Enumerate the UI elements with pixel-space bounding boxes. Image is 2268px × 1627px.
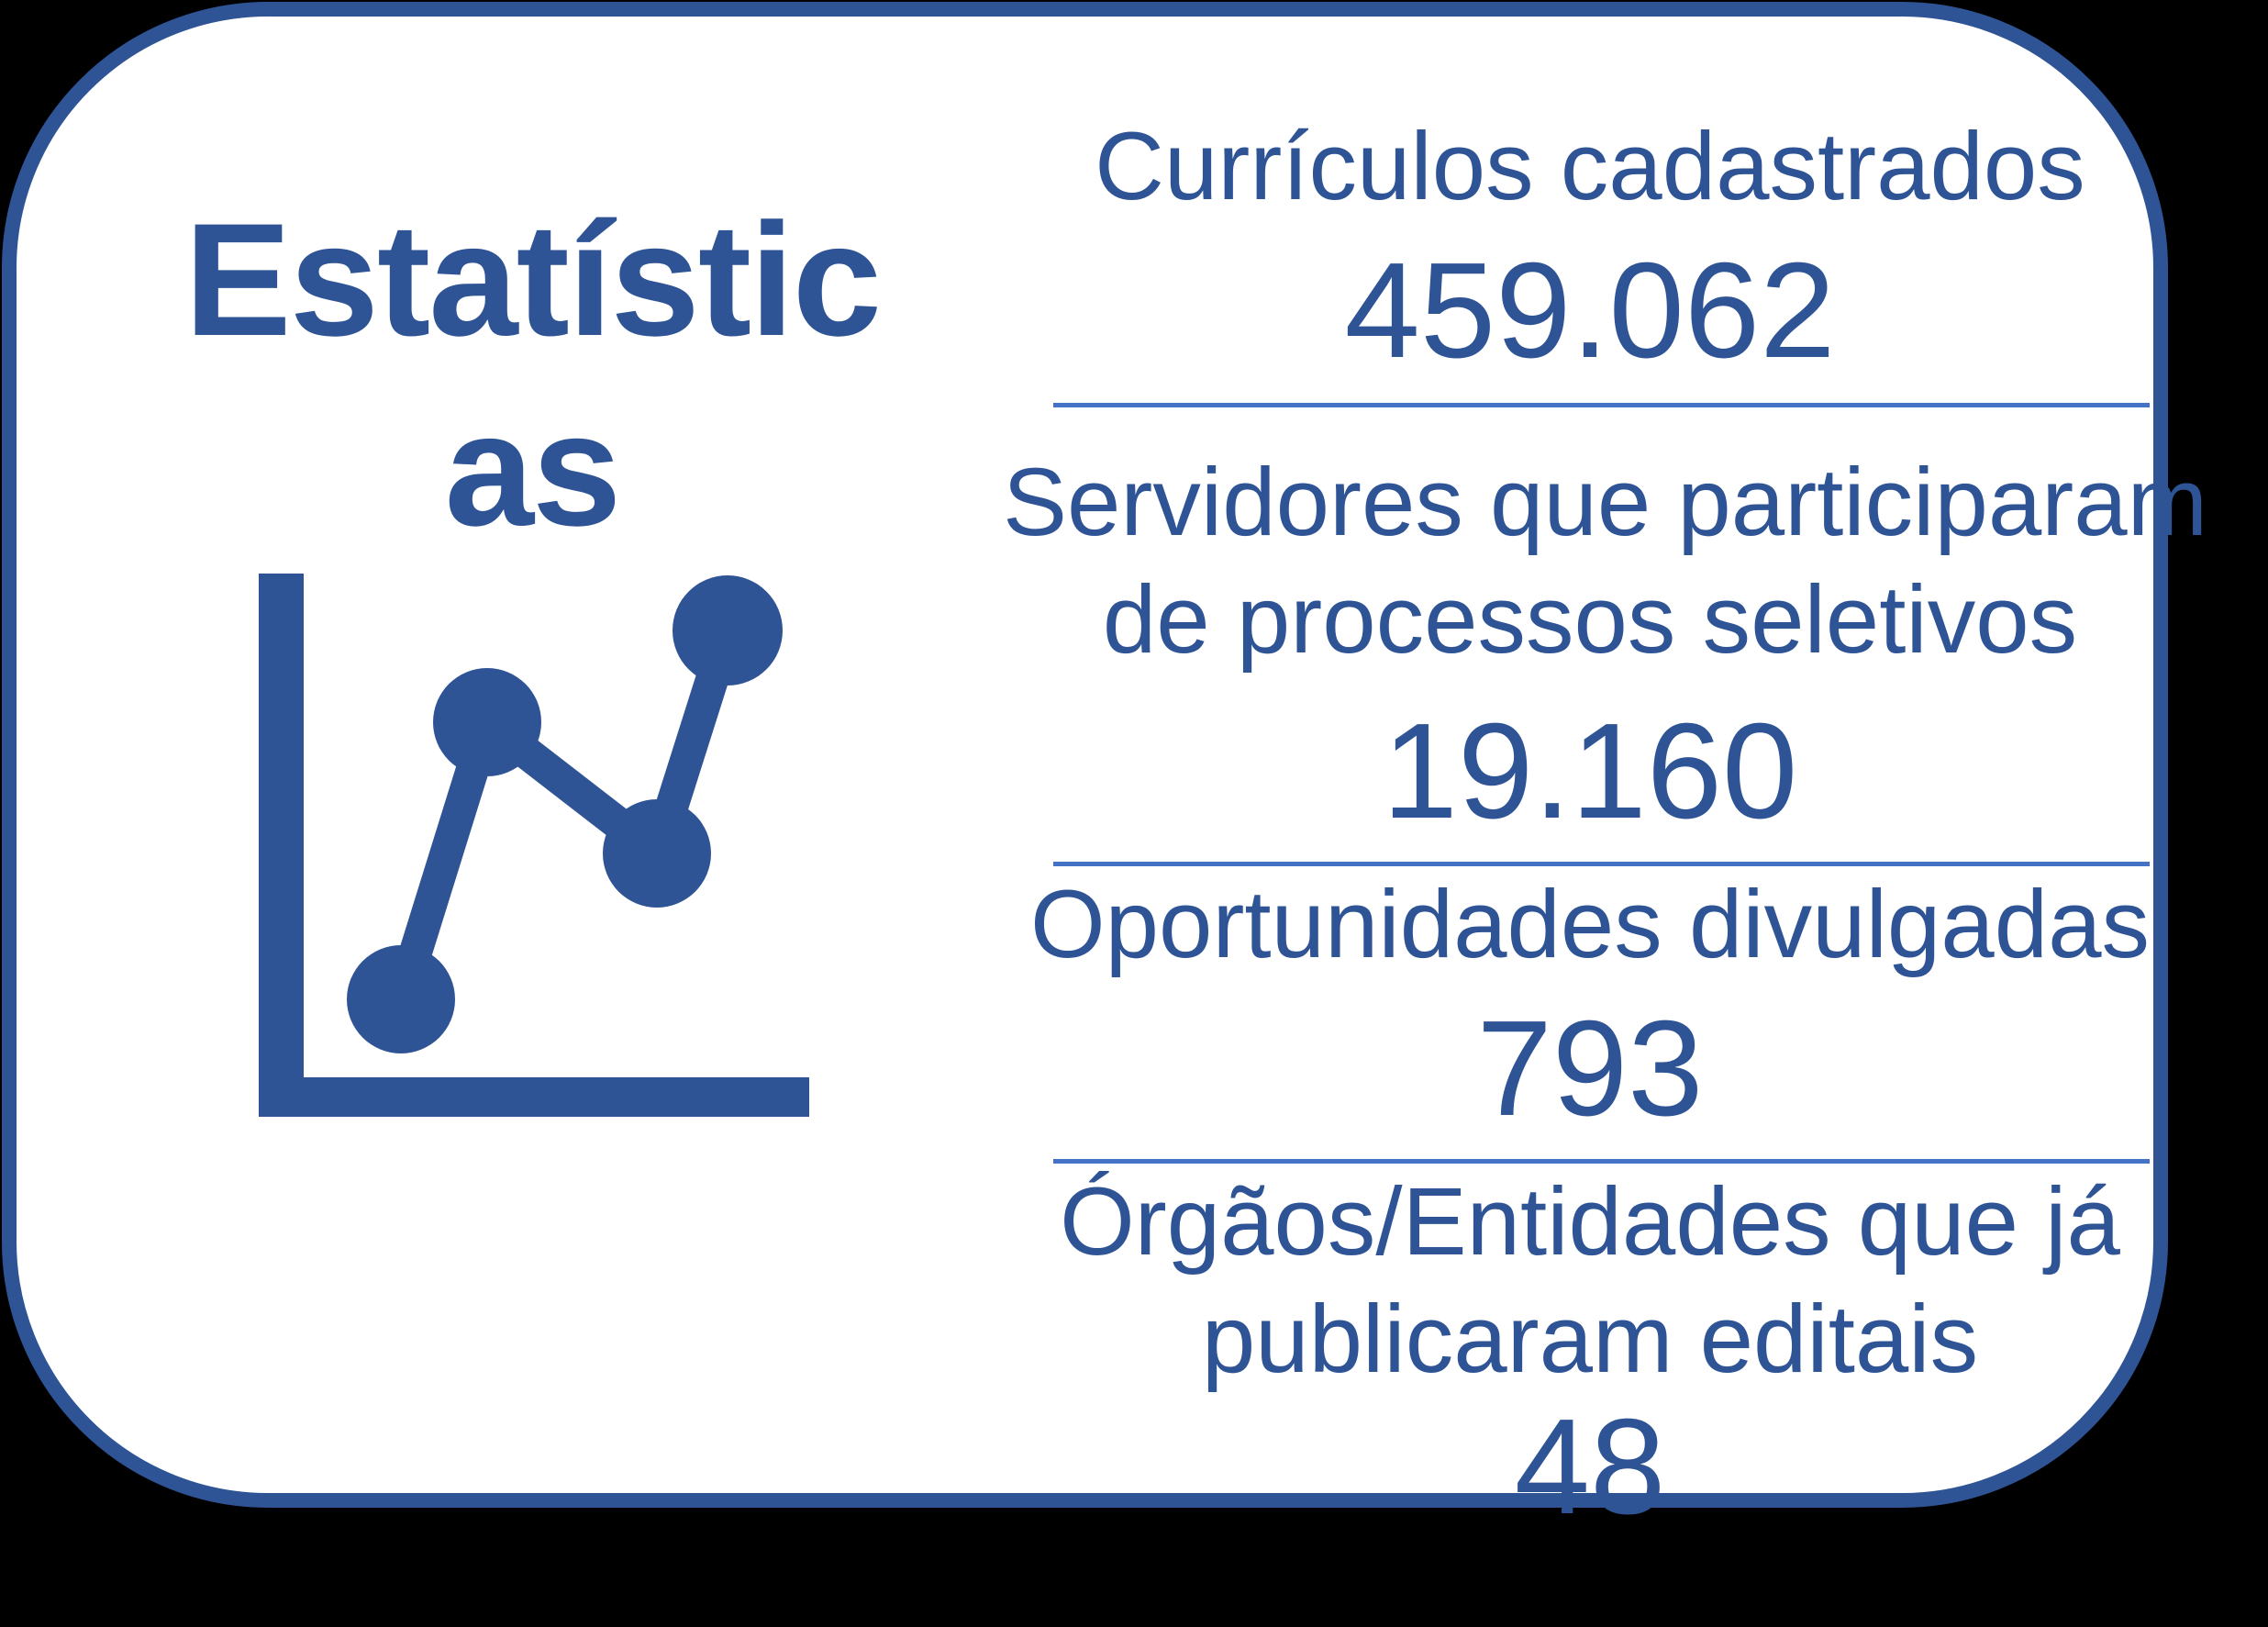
divider <box>1053 403 2150 408</box>
card-title-line-2: as <box>444 380 622 560</box>
stat-label-servidores-line-2: de processos seletivos <box>1102 566 2078 674</box>
card-title: Estatístic as <box>119 186 945 565</box>
stat-value-oportunidades: 793 <box>1476 993 1704 1145</box>
statistics-card: Estatístic as Currículos cadastrados 459… <box>2 2 2207 1534</box>
card-title-line-1: Estatístic <box>183 191 882 370</box>
stat-value-curriculos: 459.062 <box>1344 235 1836 387</box>
stat-label-oportunidades: Oportunidades divulgadas <box>1029 871 2150 979</box>
stats-column: Currículos cadastrados 459.062 Servidore… <box>1003 108 2208 1543</box>
line-chart-icon <box>259 574 809 1117</box>
stat-label-servidores-line-1: Servidores que participaram <box>1003 449 2208 557</box>
stat-value-orgaos: 48 <box>1514 1390 1666 1543</box>
stat-label-orgaos-line-2: publicaram editais <box>1201 1286 1979 1394</box>
stat-value-servidores: 19.160 <box>1382 696 1798 848</box>
divider <box>1053 862 2150 867</box>
stat-label-curriculos: Currículos cadastrados <box>1095 113 2085 220</box>
divider <box>1053 1159 2150 1165</box>
stat-label-orgaos-line-1: Órgãos/Entidades que já <box>1060 1168 2120 1276</box>
